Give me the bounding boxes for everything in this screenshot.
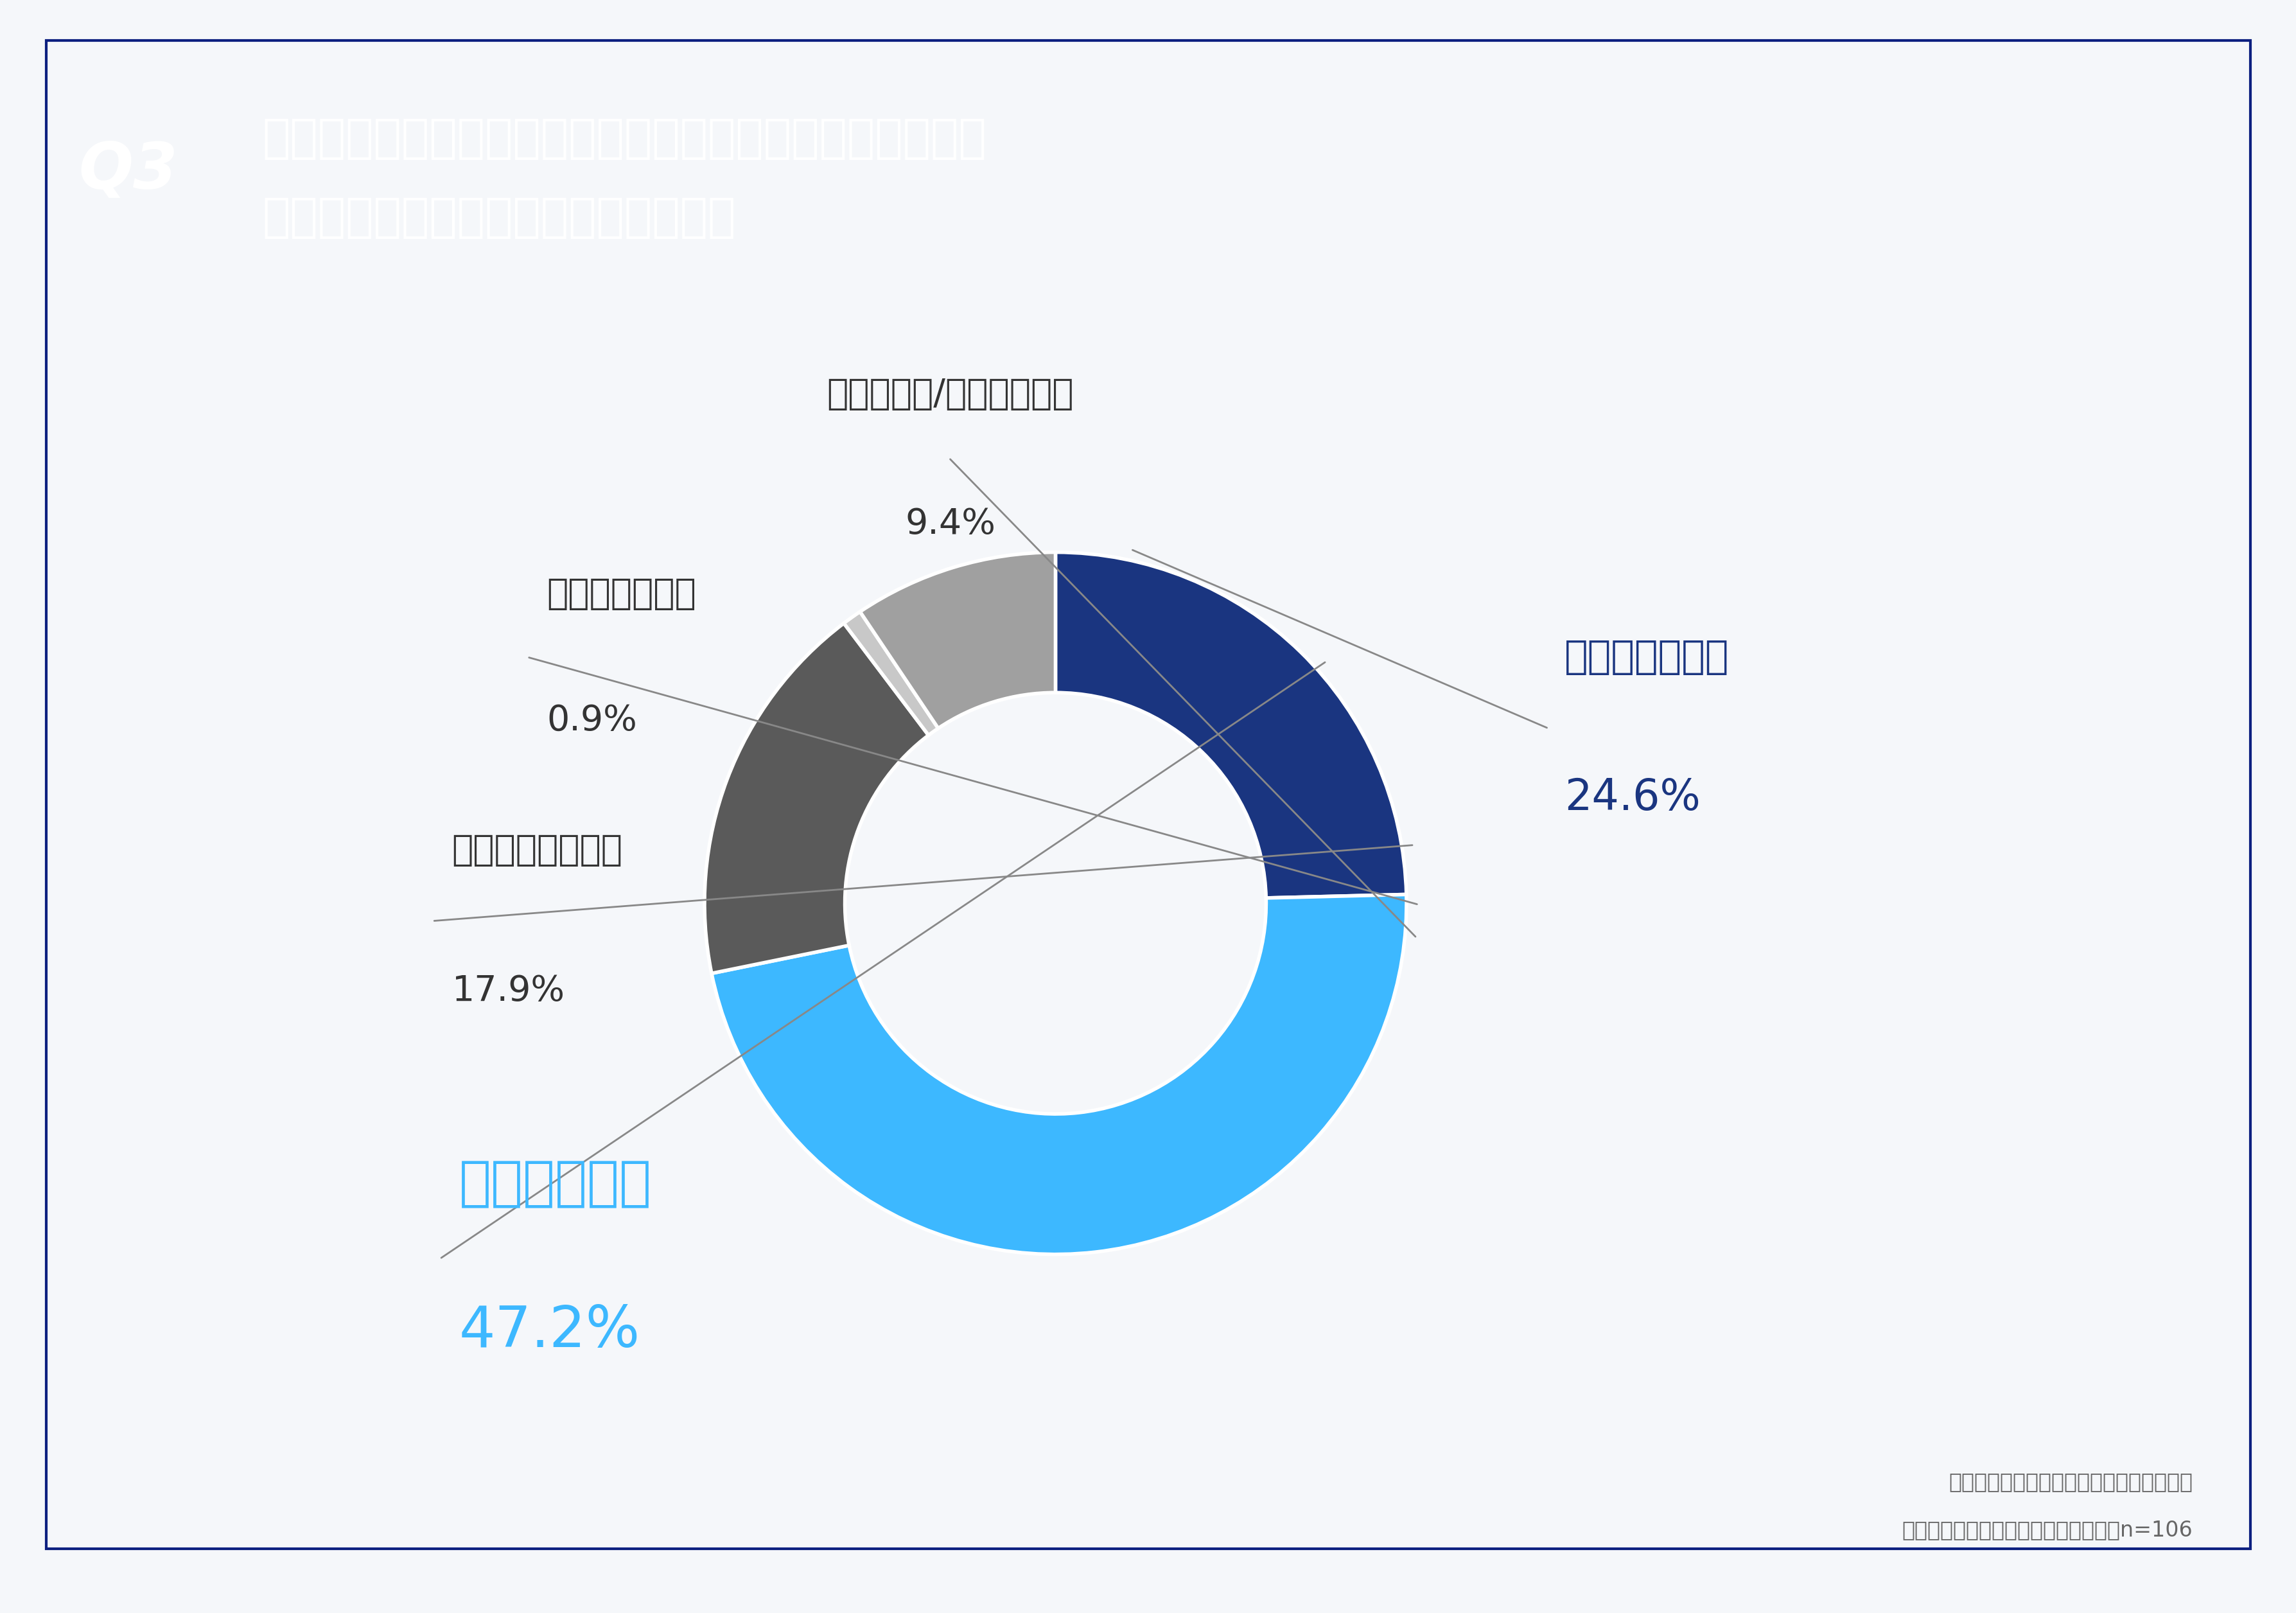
Text: 全く影響しない: 全く影響しない	[546, 577, 696, 611]
Wedge shape	[1056, 552, 1407, 898]
Text: キヤノンマーケティングジャパン株式会社: キヤノンマーケティングジャパン株式会社	[1949, 1471, 2193, 1492]
Text: やや影響する: やや影響する	[459, 1158, 652, 1210]
Text: 郵便料金の値上げが、紙の請求書にかかるコストの増加に: 郵便料金の値上げが、紙の請求書にかかるコストの増加に	[262, 116, 987, 161]
Wedge shape	[861, 552, 1056, 729]
Text: 郵便料金の値上げに関する実態調査｜n=106: 郵便料金の値上げに関する実態調査｜n=106	[1901, 1519, 2193, 1540]
Text: 24.6%: 24.6%	[1564, 777, 1701, 819]
Text: 17.9%: 17.9%	[452, 974, 565, 1008]
Text: どの程度影響を与えると思いますか。: どの程度影響を与えると思いますか。	[262, 195, 735, 240]
Text: かなり影響する: かなり影響する	[1564, 639, 1729, 676]
Text: Q3: Q3	[78, 140, 179, 202]
Wedge shape	[712, 895, 1407, 1255]
Text: 0.9%: 0.9%	[546, 703, 636, 739]
Text: あまり影響しない: あまり影響しない	[452, 834, 622, 868]
Text: 9.4%: 9.4%	[905, 506, 996, 542]
Text: わからない/答えられない: わからない/答えられない	[827, 377, 1075, 411]
Wedge shape	[845, 611, 939, 736]
Wedge shape	[705, 623, 928, 973]
Text: 47.2%: 47.2%	[459, 1303, 641, 1360]
